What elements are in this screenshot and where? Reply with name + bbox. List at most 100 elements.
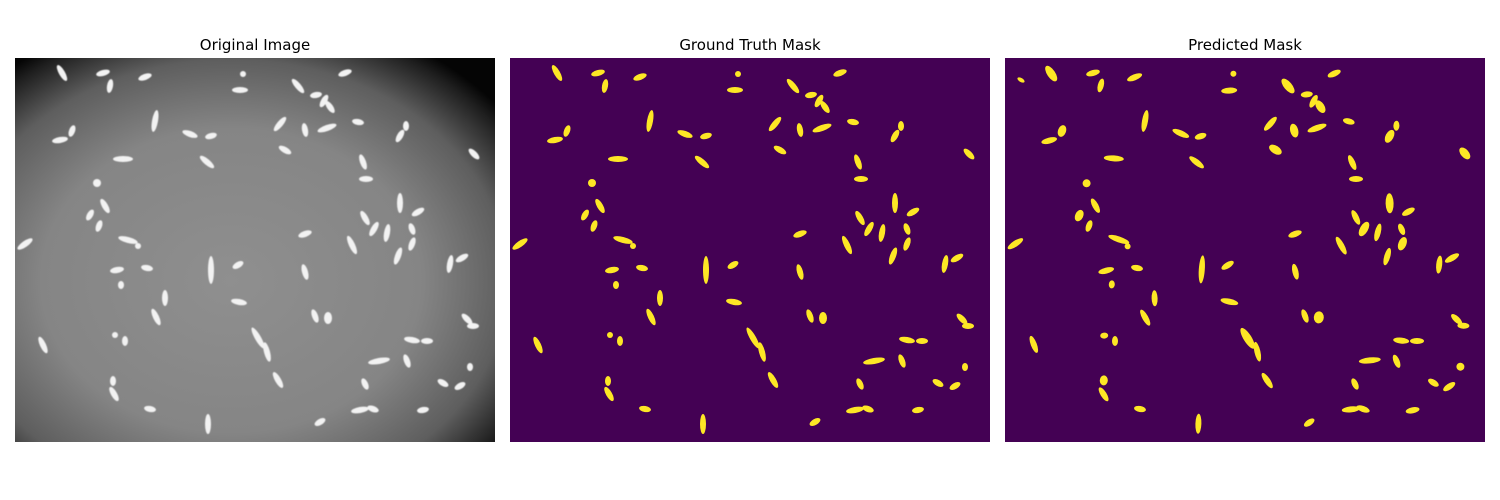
cell bbox=[324, 312, 332, 324]
cell bbox=[847, 118, 859, 126]
cell bbox=[812, 123, 832, 133]
cell bbox=[512, 238, 528, 250]
cell bbox=[240, 71, 246, 77]
cell bbox=[93, 179, 101, 187]
cells-layer bbox=[17, 65, 480, 434]
cell bbox=[1253, 341, 1262, 362]
cell bbox=[437, 379, 449, 387]
cell bbox=[1195, 413, 1202, 434]
cell bbox=[581, 209, 589, 221]
cell bbox=[138, 73, 152, 81]
cell bbox=[461, 313, 473, 325]
original-image bbox=[15, 58, 495, 442]
cell bbox=[369, 221, 379, 237]
cell bbox=[319, 94, 329, 108]
cell bbox=[110, 266, 124, 274]
cell bbox=[700, 414, 706, 434]
cell bbox=[819, 312, 827, 324]
cell bbox=[588, 179, 596, 187]
cell bbox=[1269, 144, 1282, 155]
cell bbox=[1127, 73, 1143, 82]
cell bbox=[1307, 123, 1327, 133]
cell bbox=[613, 281, 619, 289]
cell bbox=[1074, 209, 1084, 222]
cell bbox=[903, 223, 911, 235]
cell bbox=[1100, 332, 1109, 339]
cell bbox=[1098, 387, 1109, 402]
cell bbox=[310, 91, 322, 99]
cell bbox=[1384, 129, 1395, 143]
panel-predicted: Predicted Mask bbox=[1005, 0, 1485, 500]
cell bbox=[956, 313, 968, 325]
cell bbox=[912, 406, 924, 414]
cell bbox=[96, 69, 110, 77]
cell bbox=[863, 357, 885, 365]
cell bbox=[455, 253, 469, 263]
cell bbox=[1335, 236, 1347, 255]
cell bbox=[613, 236, 633, 244]
panel-ground-truth: Ground Truth Mask bbox=[510, 0, 990, 500]
cell bbox=[906, 207, 920, 217]
cell bbox=[272, 372, 284, 388]
cell bbox=[590, 220, 598, 232]
cell bbox=[854, 176, 868, 182]
cell bbox=[1085, 220, 1093, 232]
panel-title-original: Original Image bbox=[199, 36, 311, 54]
cell bbox=[205, 414, 211, 434]
cell bbox=[1351, 210, 1361, 225]
cell bbox=[1428, 378, 1439, 387]
cell bbox=[1436, 255, 1443, 274]
cell bbox=[314, 418, 326, 426]
cell bbox=[1303, 418, 1315, 427]
cell bbox=[796, 123, 804, 137]
cell bbox=[346, 235, 358, 255]
cell bbox=[141, 264, 153, 272]
cell bbox=[727, 261, 739, 269]
cell bbox=[1045, 65, 1058, 82]
cell bbox=[1301, 309, 1309, 323]
cell bbox=[1374, 223, 1382, 242]
cell bbox=[110, 376, 116, 386]
cell bbox=[109, 386, 119, 402]
cell bbox=[454, 382, 466, 390]
cell bbox=[1315, 100, 1326, 113]
cell bbox=[1451, 314, 1463, 325]
panel-title-ground-truth: Ground Truth Mask bbox=[679, 36, 821, 54]
cell bbox=[1385, 193, 1394, 214]
cell bbox=[1007, 238, 1024, 250]
cell bbox=[411, 207, 425, 217]
cell bbox=[1281, 78, 1295, 94]
cell bbox=[404, 336, 420, 344]
cell bbox=[367, 405, 379, 413]
cell bbox=[273, 116, 287, 132]
cell bbox=[311, 309, 319, 323]
cell bbox=[360, 210, 370, 226]
cell bbox=[1198, 255, 1205, 284]
cell bbox=[17, 238, 33, 250]
cell bbox=[1097, 78, 1105, 93]
cell bbox=[694, 155, 710, 169]
cell bbox=[605, 266, 619, 274]
cell bbox=[700, 132, 712, 140]
cell bbox=[1341, 406, 1360, 413]
mask-cells-layer bbox=[512, 65, 975, 434]
cell bbox=[1402, 207, 1415, 216]
cell bbox=[1347, 155, 1357, 171]
cell bbox=[1291, 263, 1299, 280]
microscopy-background bbox=[15, 58, 495, 442]
cell bbox=[805, 91, 817, 99]
cell bbox=[899, 336, 915, 344]
cell bbox=[833, 69, 847, 77]
cell bbox=[846, 406, 864, 414]
cell bbox=[162, 290, 168, 306]
cell bbox=[727, 87, 743, 93]
cell bbox=[1261, 372, 1273, 389]
cell bbox=[468, 148, 480, 160]
cell bbox=[746, 327, 760, 349]
cell bbox=[1099, 375, 1108, 386]
cell bbox=[950, 253, 964, 263]
cell bbox=[113, 156, 133, 162]
cell bbox=[646, 110, 654, 132]
cell bbox=[421, 338, 433, 344]
panel-original: Original Image bbox=[15, 0, 495, 500]
